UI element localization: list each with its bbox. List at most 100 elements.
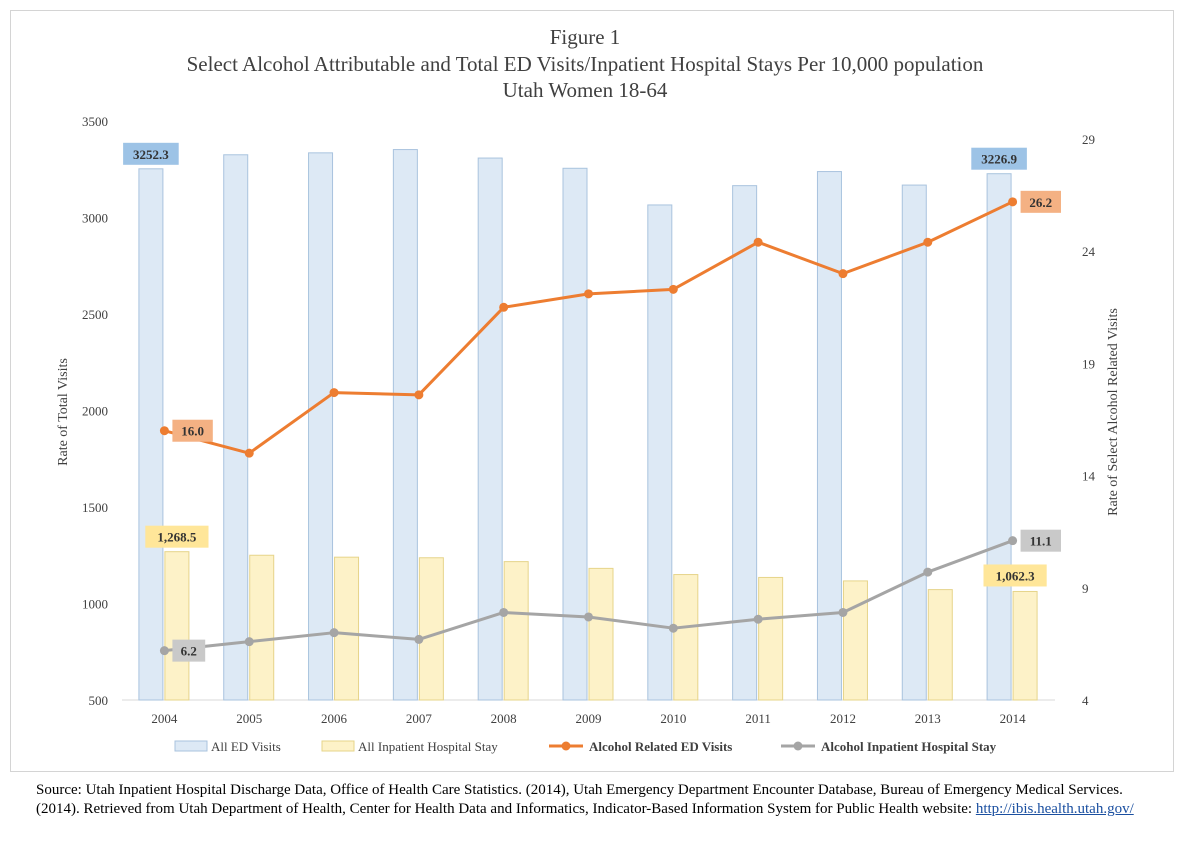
y-tick-label: 3000 bbox=[82, 211, 108, 226]
y-tick-label: 3500 bbox=[82, 114, 108, 129]
y2-tick-label: 14 bbox=[1082, 469, 1096, 484]
y2-tick-label: 4 bbox=[1082, 693, 1089, 708]
line-point bbox=[414, 634, 424, 644]
source-text: Source: Utah Inpatient Hospital Discharg… bbox=[36, 782, 1123, 817]
bar bbox=[249, 554, 275, 701]
data-label-box bbox=[983, 564, 1047, 587]
data-label: 1,062.3 bbox=[996, 568, 1036, 583]
bar bbox=[647, 204, 673, 701]
line-point bbox=[838, 607, 848, 617]
bar bbox=[308, 152, 334, 701]
bar bbox=[418, 557, 444, 701]
line-point bbox=[244, 448, 254, 458]
chart-frame bbox=[10, 10, 1174, 772]
bar bbox=[816, 171, 842, 701]
chart-title-line: Figure 1 bbox=[550, 25, 621, 49]
bar bbox=[842, 580, 868, 701]
line-point bbox=[584, 289, 593, 299]
legend-marker bbox=[561, 741, 571, 751]
line-point bbox=[584, 612, 593, 622]
line-point bbox=[329, 388, 339, 398]
x-tick-label: 2009 bbox=[576, 711, 602, 726]
y-tick-label: 2000 bbox=[82, 404, 108, 419]
bar bbox=[927, 589, 953, 701]
data-label: 1,268.5 bbox=[157, 530, 197, 545]
bar bbox=[562, 167, 588, 701]
line-point bbox=[329, 628, 339, 638]
legend-marker bbox=[793, 741, 803, 751]
x-tick-label: 2005 bbox=[236, 711, 262, 726]
y-tick-label: 2500 bbox=[82, 307, 108, 322]
bar bbox=[588, 567, 614, 701]
line-point bbox=[923, 567, 933, 577]
bar bbox=[223, 154, 249, 701]
data-label: 3252.3 bbox=[133, 147, 169, 162]
bar bbox=[392, 149, 418, 701]
y2-tick-label: 19 bbox=[1082, 356, 1095, 371]
data-label: 26.2 bbox=[1029, 195, 1052, 210]
legend-label: Alcohol Inpatient Hospital Stay bbox=[821, 739, 997, 754]
bar bbox=[1012, 590, 1038, 701]
y-tick-label: 1000 bbox=[82, 597, 108, 612]
bar bbox=[901, 184, 927, 701]
x-tick-label: 2008 bbox=[491, 711, 517, 726]
bar bbox=[758, 576, 784, 701]
bar bbox=[477, 157, 503, 701]
line-point bbox=[159, 426, 169, 436]
bar bbox=[732, 185, 758, 701]
source-note: Source: Utah Inpatient Hospital Discharg… bbox=[36, 781, 1156, 819]
bar bbox=[673, 574, 699, 701]
legend-label: All Inpatient Hospital Stay bbox=[358, 739, 498, 754]
bar bbox=[503, 561, 529, 701]
line-point bbox=[753, 237, 763, 247]
data-label-box bbox=[145, 525, 209, 548]
series-line bbox=[164, 200, 1014, 455]
y-axis-label: Rate of Total Visits bbox=[56, 358, 71, 466]
data-label: 16.0 bbox=[181, 424, 204, 439]
line-point bbox=[668, 623, 678, 633]
data-label-box bbox=[172, 639, 206, 662]
y-tick-label: 1500 bbox=[82, 500, 108, 515]
data-label-box bbox=[1020, 529, 1061, 552]
bar bbox=[334, 556, 360, 701]
x-tick-label: 2004 bbox=[151, 711, 178, 726]
line-point bbox=[499, 302, 509, 312]
data-label-box bbox=[172, 419, 213, 442]
y2-tick-label: 29 bbox=[1082, 132, 1095, 147]
legend-label: Alcohol Related ED Visits bbox=[589, 739, 732, 754]
bar bbox=[138, 168, 164, 701]
line-point bbox=[838, 269, 848, 279]
data-label-box bbox=[971, 147, 1027, 170]
line-point bbox=[244, 637, 254, 647]
legend-label: All ED Visits bbox=[211, 739, 281, 754]
x-tick-label: 2007 bbox=[406, 711, 433, 726]
data-label: 11.1 bbox=[1030, 534, 1052, 549]
x-tick-label: 2012 bbox=[830, 711, 856, 726]
y2-tick-label: 9 bbox=[1082, 581, 1089, 596]
line-point bbox=[159, 646, 169, 656]
line-point bbox=[499, 607, 509, 617]
chart-title-line: Utah Women 18-64 bbox=[503, 78, 668, 102]
line-point bbox=[1008, 536, 1018, 546]
x-tick-label: 2010 bbox=[660, 711, 686, 726]
bar bbox=[164, 551, 190, 701]
x-tick-label: 2011 bbox=[745, 711, 771, 726]
x-tick-label: 2006 bbox=[321, 711, 348, 726]
data-label: 3226.9 bbox=[981, 152, 1017, 167]
legend-swatch bbox=[321, 740, 355, 752]
y2-tick-label: 24 bbox=[1082, 244, 1096, 259]
line-point bbox=[414, 390, 424, 400]
chart-svg: Figure 1 Select Alcohol Attributable and … bbox=[56, 25, 1121, 754]
legend-swatch bbox=[174, 740, 208, 752]
data-label-box bbox=[123, 142, 179, 165]
source-link[interactable]: http://ibis.health.utah.gov/ bbox=[975, 801, 1134, 817]
bar bbox=[986, 173, 1012, 701]
data-label-box bbox=[1020, 190, 1061, 213]
x-tick-label: 2013 bbox=[915, 711, 941, 726]
y2-axis-label: Rate of Select Alcohol Related Visits bbox=[1106, 308, 1121, 516]
line-point bbox=[923, 237, 933, 247]
line-point bbox=[753, 614, 763, 624]
data-label: 6.2 bbox=[181, 644, 197, 659]
line-point bbox=[1008, 197, 1018, 207]
line-point bbox=[668, 284, 678, 294]
